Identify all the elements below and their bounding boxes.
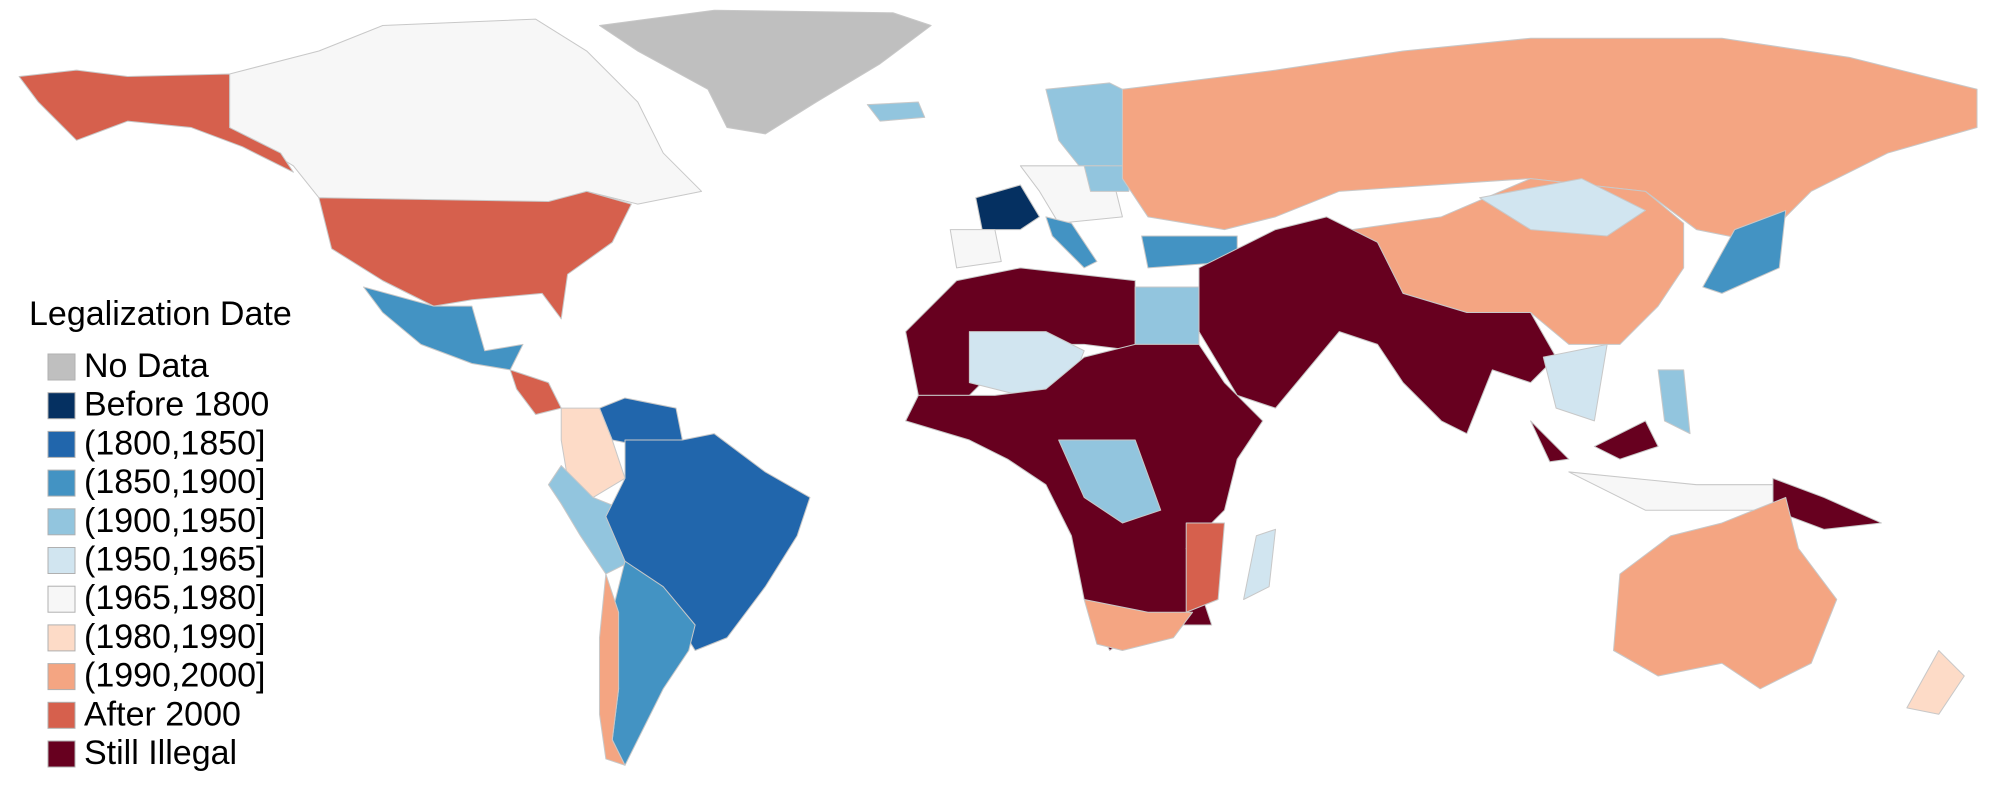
country-region bbox=[18, 69, 294, 173]
country-region bbox=[1058, 439, 1162, 524]
legend-title: Legalization Date bbox=[29, 295, 292, 333]
country-region bbox=[560, 407, 626, 498]
legend-label: No Data bbox=[84, 347, 209, 385]
legend-label: (1900,1950] bbox=[84, 502, 266, 540]
country-region bbox=[1045, 216, 1098, 269]
country-region bbox=[1198, 216, 1557, 435]
country-region bbox=[1568, 471, 1774, 511]
country-region bbox=[1243, 528, 1277, 600]
legend-swatch bbox=[47, 663, 76, 691]
country-region bbox=[509, 369, 562, 416]
country-region bbox=[1542, 343, 1608, 422]
legend-swatch bbox=[47, 469, 76, 497]
legend-label: Before 1800 bbox=[84, 386, 269, 424]
legend-label: (1800,1850] bbox=[84, 424, 266, 462]
legend-swatch bbox=[47, 430, 76, 458]
country-region bbox=[975, 184, 1041, 231]
country-region bbox=[1134, 286, 1200, 345]
country-region bbox=[1612, 496, 1838, 690]
country-region bbox=[1657, 369, 1691, 435]
country-region bbox=[1479, 178, 1646, 237]
country-region bbox=[598, 573, 626, 766]
country-region bbox=[1593, 420, 1659, 460]
country-region bbox=[363, 286, 524, 371]
legend-label: (1850,1900] bbox=[84, 463, 266, 501]
country-region bbox=[1083, 598, 1194, 652]
legend-label: (1950,1965] bbox=[84, 540, 266, 578]
country-region bbox=[866, 101, 926, 122]
legend-label: Still Illegal bbox=[84, 734, 237, 772]
legend-swatch bbox=[47, 624, 76, 652]
legend-label: (1965,1980] bbox=[84, 579, 266, 617]
country-region bbox=[1530, 420, 1570, 463]
legend-swatch bbox=[47, 547, 76, 574]
legend-swatch bbox=[47, 740, 76, 768]
legend-swatch bbox=[47, 508, 76, 536]
country-region bbox=[949, 229, 1002, 269]
legend-label: (1990,2000] bbox=[84, 657, 266, 695]
country-region bbox=[605, 433, 811, 652]
country-region bbox=[598, 9, 932, 135]
country-region bbox=[229, 18, 703, 205]
country-region bbox=[1702, 209, 1787, 294]
country-region bbox=[1185, 522, 1225, 613]
map-regions bbox=[18, 9, 1978, 766]
country-region bbox=[318, 190, 632, 320]
legend-label: (1980,1990] bbox=[84, 618, 266, 656]
legend-swatch bbox=[47, 392, 76, 420]
country-region bbox=[1121, 37, 1978, 243]
legend-swatch bbox=[47, 353, 76, 381]
country-region bbox=[1083, 165, 1130, 192]
legend-swatch bbox=[47, 701, 76, 729]
country-region bbox=[1906, 649, 1965, 715]
legend-label: After 2000 bbox=[84, 695, 241, 733]
legend-swatch bbox=[47, 585, 76, 613]
